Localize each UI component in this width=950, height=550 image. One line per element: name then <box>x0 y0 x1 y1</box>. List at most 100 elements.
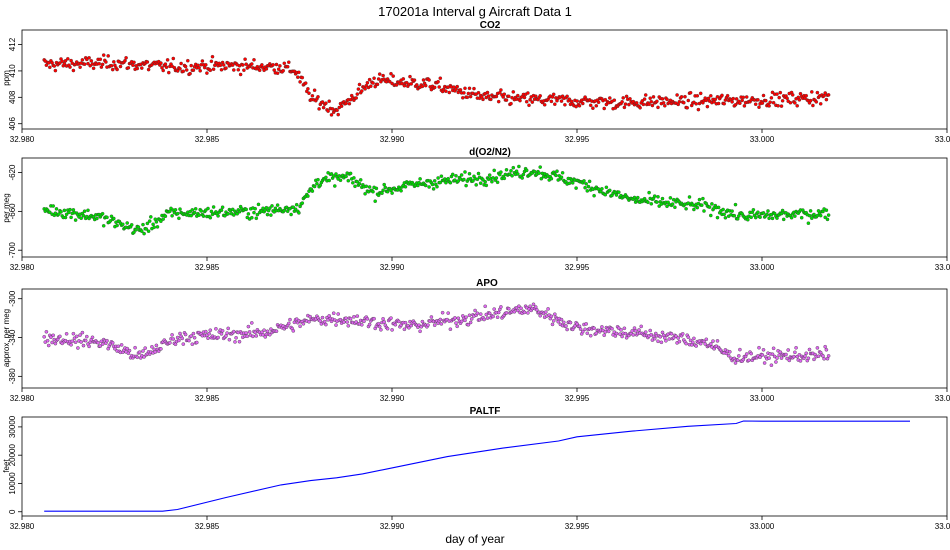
o2n2-data-point <box>270 204 274 208</box>
apo-data-point <box>588 333 593 338</box>
co2-data-point <box>123 58 127 63</box>
apo-data-point <box>376 321 381 326</box>
co2-data-point <box>63 59 68 63</box>
o2n2-data-point <box>492 168 496 173</box>
apo-data-point <box>495 315 500 319</box>
o2n2-data-point <box>668 196 673 200</box>
o2n2-data-point <box>265 212 270 217</box>
co2-data-point <box>776 104 780 108</box>
co2-data-point <box>467 86 472 91</box>
o2n2-data-point <box>289 212 293 217</box>
apo-data-point <box>440 310 445 315</box>
co2-data-point <box>307 91 311 95</box>
co2-data-point <box>205 71 209 75</box>
co2-data-point <box>559 99 564 103</box>
o2n2-data-point <box>462 177 466 182</box>
o2n2-data-point <box>753 215 758 220</box>
o2n2-data-point <box>670 202 675 206</box>
co2-data-point <box>115 67 119 72</box>
o2n2-data-point <box>474 183 478 187</box>
o2n2-data-point <box>723 216 728 220</box>
co2-data-point <box>730 100 734 104</box>
apo-data-point <box>711 339 715 343</box>
o2n2-data-point <box>555 169 559 173</box>
co2-data-point <box>184 68 189 72</box>
co2-data-point <box>312 88 317 92</box>
co2-data-point <box>767 104 771 108</box>
o2n2-data-point <box>646 200 650 205</box>
co2-data-point <box>423 83 428 88</box>
o2n2-data-point <box>583 185 587 190</box>
o2n2-data-point <box>399 189 403 193</box>
o2n2-data-point <box>733 202 738 207</box>
apo-data-point <box>496 310 501 315</box>
apo-data-point <box>195 340 199 345</box>
co2-data-point <box>624 94 629 99</box>
o2n2-data-point <box>237 210 242 214</box>
apo-data-point <box>478 312 483 316</box>
apo-data-point <box>680 332 685 336</box>
paltf-y-tick-label: 30000 <box>8 415 17 438</box>
paltf-plot-frame <box>21 416 948 517</box>
o2n2-data-point <box>353 184 357 189</box>
co2-data-point <box>472 86 476 91</box>
apo-data-point <box>761 348 766 352</box>
apo-data-point <box>81 343 86 348</box>
o2n2-data-point <box>446 176 450 181</box>
o2n2-data-point <box>692 207 696 212</box>
co2-data-point <box>48 65 52 70</box>
o2n2-data-point <box>355 179 360 184</box>
co2-data-point <box>811 103 815 108</box>
co2-data-point <box>777 95 781 100</box>
apo-data-point <box>760 353 765 357</box>
co2-data-point <box>186 58 190 63</box>
apo-data-point <box>189 334 193 338</box>
apo-data-point <box>691 340 695 345</box>
o2n2-data-point <box>170 214 174 218</box>
co2-data-point <box>100 62 105 67</box>
apo-data-point <box>676 336 680 340</box>
o2n2-data-point <box>537 171 541 175</box>
co2-data-point <box>603 97 608 102</box>
o2n2-data-point <box>464 183 468 188</box>
o2n2-data-point <box>660 196 665 201</box>
apo-data-point <box>526 311 530 315</box>
o2n2-data-point <box>707 205 712 209</box>
apo-data-point <box>794 346 798 350</box>
apo-data-point <box>262 328 266 332</box>
co2-data-point <box>622 105 627 110</box>
co2-data-point <box>804 93 808 98</box>
apo-data-point <box>581 329 585 334</box>
apo-data-point <box>232 329 236 334</box>
co2-data-point <box>336 112 340 117</box>
co2-data-point <box>824 97 829 102</box>
o2n2-data-point <box>329 172 334 176</box>
apo-data-point <box>76 346 80 350</box>
o2n2-data-point <box>559 175 564 179</box>
o2n2-data-point <box>775 216 779 220</box>
o2n2-data-point <box>95 216 99 221</box>
apo-data-point <box>191 331 196 336</box>
apo-data-point <box>703 342 707 346</box>
o2n2-data-point <box>751 208 756 212</box>
co2-data-point <box>420 84 425 89</box>
co2-data-point <box>91 66 96 71</box>
apo-data-point <box>516 308 520 313</box>
co2-data-point <box>444 89 448 93</box>
apo-data-point <box>737 354 741 358</box>
apo-data-point <box>183 332 188 337</box>
o2n2-data-point <box>789 215 794 220</box>
co2-data-point <box>591 106 595 110</box>
co2-data-point <box>494 94 499 99</box>
apo-data-point <box>564 324 568 328</box>
o2n2-data-point <box>175 211 180 216</box>
co2-data-point <box>761 93 766 98</box>
apo-y-tick-label: -380 <box>8 368 17 385</box>
co2-data-point <box>734 97 739 101</box>
o2n2-data-point <box>423 183 428 188</box>
o2n2-data-point <box>582 179 586 183</box>
apo-data-point <box>667 337 672 341</box>
co2-data-point <box>179 61 183 66</box>
co2-data-point <box>675 93 679 97</box>
o2n2-data-point <box>521 172 526 177</box>
